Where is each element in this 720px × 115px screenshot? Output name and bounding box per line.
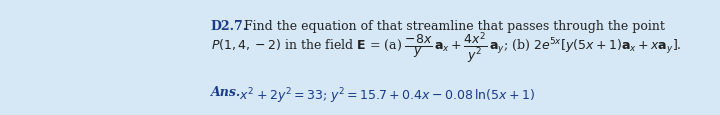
Text: $x^2 + 2y^2 = 33$; $y^2 = 15.7 + 0.4x - 0.08\,\mathrm{ln}(5x + 1)$: $x^2 + 2y^2 = 33$; $y^2 = 15.7 + 0.4x - … <box>235 86 535 105</box>
Text: Ans.: Ans. <box>211 86 241 98</box>
Text: Find the equation of that streamline that passes through the point: Find the equation of that streamline tha… <box>240 20 665 33</box>
Text: D2.7.: D2.7. <box>211 20 248 33</box>
Text: $P(1, 4, -2)$ in the field $\mathbf{E}$ = (a) $\dfrac{-8x}{y}\,\mathbf{a}_x + \d: $P(1, 4, -2)$ in the field $\mathbf{E}$ … <box>211 30 682 65</box>
